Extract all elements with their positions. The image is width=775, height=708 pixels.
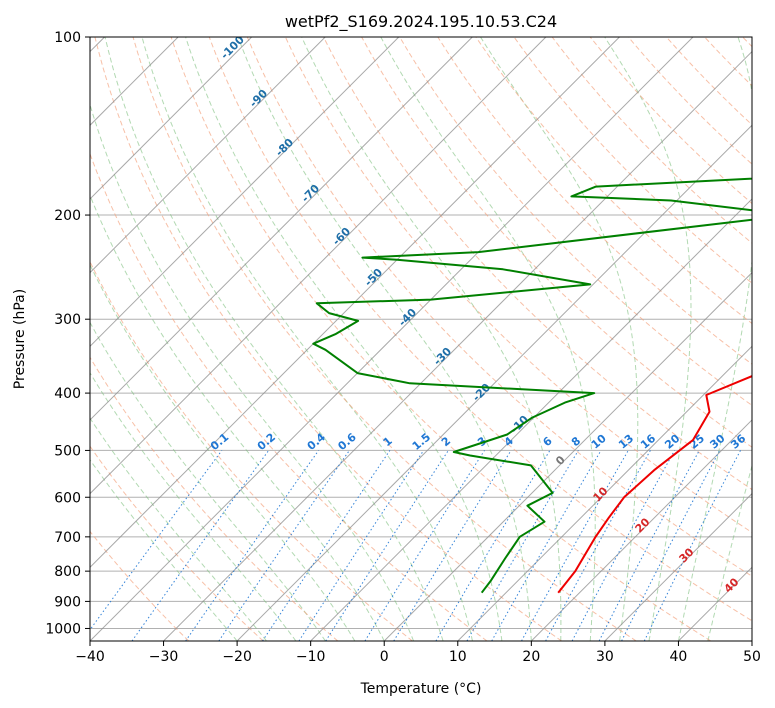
y-axis-ticks: 100 200 300 400 500 600 700 800 900 1000: [45, 30, 90, 637]
x-tick-label: −20: [222, 649, 252, 665]
moist-adiabat-line: [185, 37, 503, 641]
moist-adiabat-line: [707, 463, 752, 641]
y-tick-label: 400: [54, 386, 81, 402]
x-tick-label: 40: [670, 649, 688, 665]
moist-adiabat-line: [380, 37, 596, 641]
dry-adiabat-line: [475, 37, 752, 325]
y-axis-label: Pressure (hPa): [12, 289, 28, 389]
moist-adiabat-line: [237, 37, 532, 641]
moist-adiabat-line: [604, 37, 692, 641]
mixing-ratio-line: [185, 450, 320, 641]
x-tick-label: 0: [380, 649, 389, 665]
x-axis-ticks: −40 −30 −20 −10 0 10 20 30 40 50: [75, 641, 761, 665]
isotherm-line: [604, 492, 752, 641]
dry-adiabat-line: [90, 260, 413, 641]
x-tick-label: −30: [149, 649, 179, 665]
x-tick-label: 50: [743, 649, 761, 665]
dewpoint-profile-line: [312, 177, 752, 594]
y-tick-label: 900: [54, 594, 81, 610]
mixing-ratio-line: [393, 450, 512, 641]
mixing-ratio-line: [218, 450, 350, 641]
x-tick-label: 10: [449, 649, 467, 665]
y-tick-label: 800: [54, 564, 81, 580]
isotherm-line: [383, 271, 752, 641]
dry-adiabats: [90, 37, 752, 641]
y-tick-label: 600: [54, 490, 81, 506]
y-tick-label: 500: [54, 443, 81, 459]
mixing-ratio-line: [571, 450, 676, 641]
dry-adiabat-line: [246, 37, 752, 577]
y-tick-label: 300: [54, 312, 81, 328]
isotherm-line: [90, 37, 473, 421]
mixing-ratio-line: [521, 450, 629, 641]
x-tick-label: −40: [75, 649, 105, 665]
moist-adiabat-line: [677, 37, 752, 641]
plot-frame: [89, 36, 753, 642]
mixing-ratio-line: [131, 450, 270, 641]
temperature-profile-line: [557, 375, 752, 594]
moist-adiabat-line: [90, 458, 238, 641]
isotherm-line: [310, 198, 752, 641]
dry-adiabat-line: [284, 37, 752, 534]
y-tick-label: 700: [54, 530, 81, 546]
plot-area: 0.1 0.2 0.4 0.6 1 1.5 2 3 4 6 8 10 13 16 20 25 30 36-100-…: [90, 37, 752, 641]
sounding-profiles: [312, 177, 752, 594]
moist-adiabat-line: [90, 417, 267, 641]
dry-adiabat-line: [90, 152, 488, 641]
mixing-ratio-line: [435, 450, 551, 641]
dry-adiabat-line: [132, 37, 637, 641]
mixing-ratio-line: [364, 450, 485, 641]
y-tick-label: 100: [54, 30, 81, 46]
isotherm-line: [236, 124, 752, 641]
mixing-ratio-lines: [90, 450, 741, 641]
y-tick-label: 1000: [45, 621, 81, 637]
pressure-gridlines: [90, 37, 752, 629]
moist-adiabat-line: [301, 37, 562, 641]
isotherms: [90, 37, 752, 641]
moist-adiabats: [90, 37, 752, 641]
chart-title: wetPf2_S169.2024.195.10.53.C24: [285, 12, 557, 32]
mixing-ratio-line: [491, 450, 602, 641]
dry-adiabat-line: [323, 37, 752, 491]
isotherm-line: [530, 419, 752, 641]
isotherm-line: [90, 37, 253, 200]
mixing-ratio-line: [466, 450, 579, 641]
isotherm-line: [163, 50, 752, 641]
dry-adiabat-line: [513, 37, 752, 284]
isotherm-line: [457, 345, 752, 641]
moist-adiabat-line: [141, 37, 473, 641]
isotherm-line: [90, 37, 326, 274]
y-tick-label: 200: [54, 208, 81, 224]
x-tick-label: 30: [596, 649, 614, 665]
dry-adiabat-line: [94, 37, 562, 641]
x-axis-label: Temperature (°C): [360, 681, 482, 697]
isotherm-line: [90, 37, 694, 641]
isotherm-line: [90, 37, 620, 569]
isotherm-line: [90, 37, 400, 347]
dry-adiabat-line: [170, 37, 712, 641]
x-tick-label: −10: [296, 649, 326, 665]
x-tick-label: 20: [522, 649, 540, 665]
moist-adiabat-line: [90, 321, 326, 641]
dry-adiabat-line: [90, 356, 339, 641]
dry-adiabat-line: [90, 530, 190, 641]
dry-adiabat-line: [589, 37, 752, 205]
moist-adiabat-line: [90, 193, 385, 641]
mixing-ratio-line: [90, 450, 223, 631]
mixing-ratio-line: [545, 450, 651, 641]
moist-adiabat-line: [104, 37, 444, 641]
dry-adiabat-line: [208, 37, 752, 622]
dry-adiabat-line: [399, 37, 752, 407]
mixing-ratio-line: [325, 450, 449, 641]
moist-adiabat-line: [90, 263, 356, 641]
isotherm-line: [90, 37, 547, 495]
